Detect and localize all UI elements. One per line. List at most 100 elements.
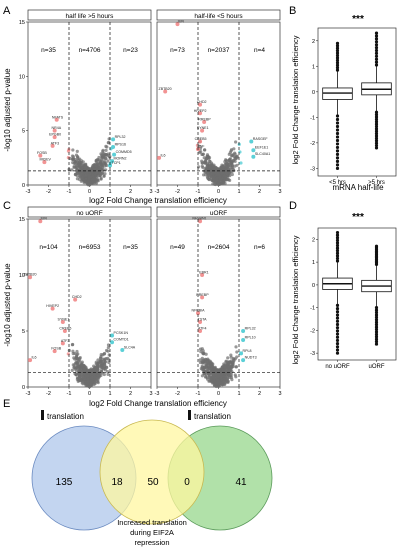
- outlier-point: [374, 320, 379, 324]
- x-tick-label: 2: [129, 189, 132, 195]
- data-point: [226, 371, 230, 375]
- outlier-point: [335, 238, 340, 242]
- gene-point: [157, 155, 162, 160]
- y-tick-label: 1: [312, 260, 315, 266]
- gene-point: [251, 154, 256, 159]
- outlier-point: [374, 129, 379, 133]
- gene-label: ZBTB20: [23, 273, 36, 277]
- data-point: [97, 166, 101, 171]
- panel-label-b: B: [289, 5, 296, 17]
- data-point: [219, 171, 223, 175]
- data-point: [198, 347, 203, 351]
- outlier-point: [335, 159, 340, 163]
- data-point: [83, 179, 87, 183]
- data-point: [100, 171, 104, 175]
- gene-label: RPL32: [245, 327, 256, 331]
- data-point: [214, 182, 218, 187]
- data-point: [235, 350, 239, 354]
- gene-point: [200, 128, 205, 133]
- gene-point: [251, 148, 256, 153]
- facet-strip-label: half life >5 hours: [66, 13, 115, 20]
- outlier-point: [374, 31, 379, 35]
- x-tick-label: 2: [258, 189, 261, 195]
- panel-d-boxplot: log2 Fold Change translation efficiency …: [291, 212, 397, 370]
- data-point: [87, 173, 91, 177]
- gene-label: EPGB0: [49, 133, 61, 137]
- facet-strip-label: uORF: [210, 210, 227, 217]
- data-point: [99, 160, 103, 164]
- data-point: [93, 376, 97, 380]
- panel-label-c: C: [3, 200, 11, 212]
- data-point: [77, 372, 81, 376]
- facet-strip: [156, 9, 281, 21]
- outlier-point: [374, 318, 379, 322]
- gene-point: [198, 102, 203, 107]
- data-point: [223, 365, 228, 369]
- gene-label: RASGEF: [253, 137, 269, 141]
- y-tick-label: -3: [310, 351, 315, 357]
- data-point: [70, 168, 74, 172]
- outlier-point: [374, 124, 379, 129]
- venn-count-middle-right: 0: [184, 477, 190, 488]
- gene-label: ATF3: [51, 141, 60, 145]
- outlier-point: [374, 146, 379, 150]
- data-point: [222, 382, 226, 386]
- gene-point: [28, 358, 33, 363]
- data-point: [208, 360, 212, 364]
- facet-count: n=4: [254, 47, 265, 54]
- data-point: [225, 377, 229, 382]
- outlier-point: [335, 128, 340, 132]
- outlier-point: [374, 315, 379, 319]
- data-point: [95, 177, 100, 182]
- x-tick-label: 3: [278, 189, 281, 195]
- gene-point: [198, 139, 203, 144]
- data-point: [80, 172, 84, 177]
- outlier-point: [374, 337, 379, 341]
- data-point: [87, 179, 91, 183]
- panel-e-venn: translation translation 135 18 50 0 41 I…: [31, 410, 273, 547]
- outlier-point: [374, 132, 379, 136]
- panel-c-xlabel: log2 Fold Change translation efficiency: [89, 399, 227, 408]
- gene-label: COMTD1: [114, 338, 129, 342]
- facet-count: n=6953: [79, 244, 101, 251]
- outlier-point: [374, 342, 379, 346]
- data-point: [205, 358, 210, 362]
- data-point: [81, 160, 85, 164]
- data-point: [101, 148, 105, 152]
- facet-count: n=2604: [208, 244, 230, 251]
- points-group: [38, 117, 117, 187]
- x-tick-label: -3: [26, 391, 31, 397]
- x-tick-label: -1: [67, 189, 72, 195]
- data-point: [222, 174, 227, 178]
- panel-a-ylabel: -log10 adjusted p-value: [3, 68, 12, 152]
- outlier-point: [335, 56, 340, 60]
- outlier-point: [335, 58, 340, 62]
- gene-point: [241, 329, 246, 333]
- gene-label: RREBP: [196, 293, 209, 297]
- gene-label: NFSBN1: [192, 217, 206, 221]
- outlier-point: [374, 127, 379, 131]
- data-point: [92, 364, 96, 368]
- data-point: [106, 343, 111, 347]
- data-point: [108, 154, 112, 159]
- panel-d-ylabel: log2 Fold Change translation efficiency: [291, 235, 300, 364]
- facet-strip-label: no uORF: [76, 210, 102, 217]
- panel-c-ylabel: -log10 adjusted p-value: [3, 263, 12, 347]
- data-point: [234, 345, 238, 349]
- data-point: [99, 352, 103, 357]
- gene-label: SLC40A1: [255, 152, 270, 156]
- box-frame: [317, 227, 397, 361]
- outlier-point: [335, 166, 340, 170]
- venn-count-left: 135: [56, 477, 73, 488]
- box-frame: [317, 27, 397, 177]
- data-point: [107, 140, 111, 145]
- data-point: [215, 381, 219, 385]
- y-tick-label: 10: [19, 273, 25, 279]
- data-point: [202, 372, 206, 376]
- data-point: [95, 167, 99, 171]
- gene-label: JUN: [177, 20, 184, 24]
- data-point: [212, 175, 216, 179]
- outlier-point: [335, 348, 340, 352]
- data-point: [107, 353, 111, 357]
- outlier-point: [335, 138, 340, 143]
